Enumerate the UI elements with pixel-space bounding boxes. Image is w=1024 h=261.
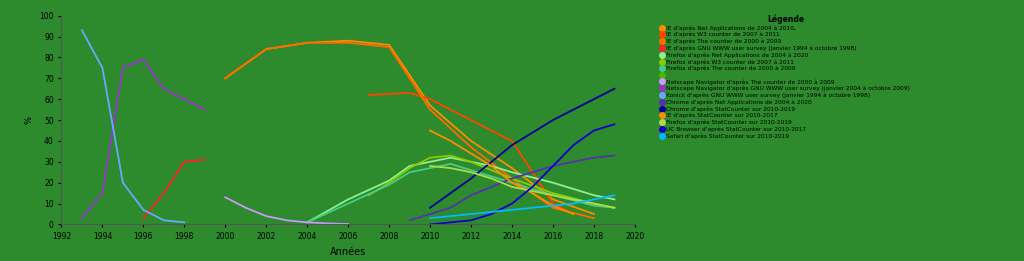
Y-axis label: %: % (25, 116, 34, 124)
X-axis label: Années: Années (330, 247, 367, 257)
Legend: IE d'après Net Applications de 2004 à 2010,, IE d'après W3 counter de 2007 à 201: IE d'après Net Applications de 2004 à 20… (660, 14, 910, 139)
